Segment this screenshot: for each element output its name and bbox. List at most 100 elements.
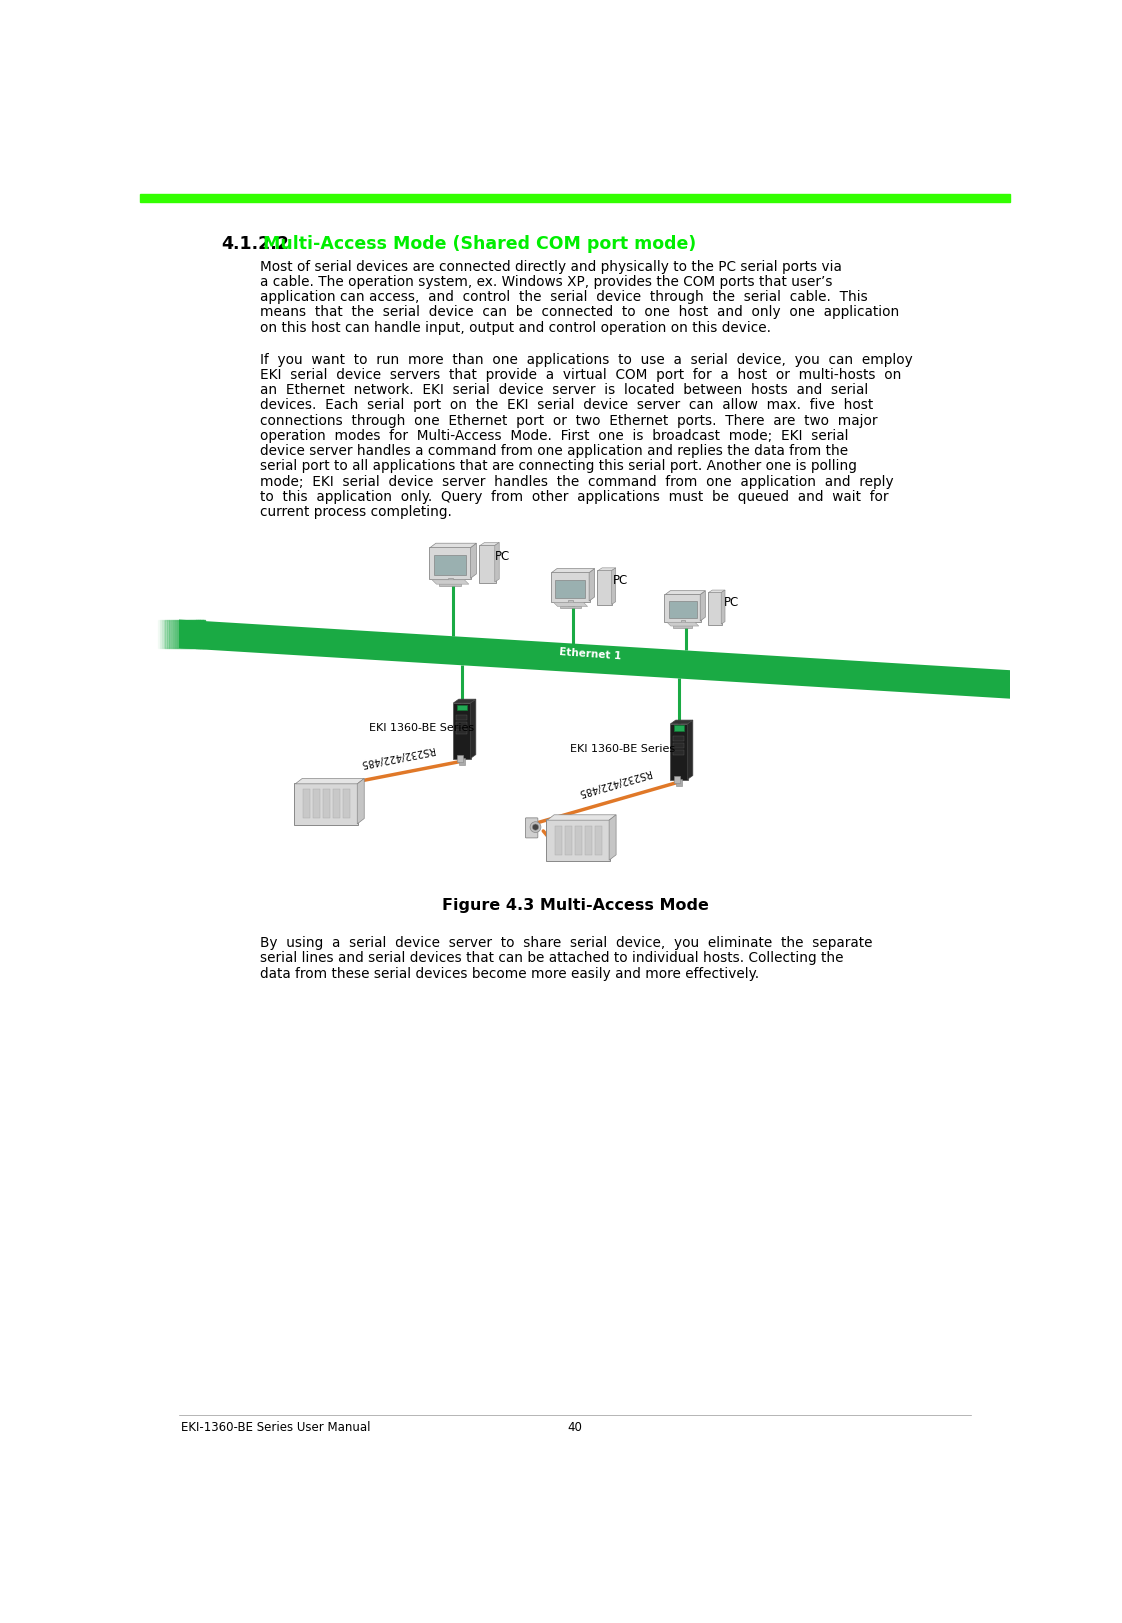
Text: an  Ethernet  network.  EKI  serial  device  server  is  located  between  hosts: an Ethernet network. EKI serial device s… (260, 383, 868, 398)
Text: to  this  application  only.  Query  from  other  applications  must  be  queued: to this application only. Query from oth… (260, 490, 889, 503)
Text: RS232/422/485: RS232/422/485 (577, 766, 652, 797)
Bar (585, 826, 591, 855)
Polygon shape (670, 721, 692, 724)
Polygon shape (708, 591, 725, 592)
Polygon shape (453, 700, 476, 703)
Text: PC: PC (613, 573, 628, 586)
Bar (673, 743, 684, 748)
Bar (674, 725, 683, 732)
Polygon shape (598, 568, 616, 571)
Text: 40: 40 (568, 1420, 582, 1433)
Bar (202, 620, 205, 649)
FancyBboxPatch shape (597, 570, 613, 605)
Bar (158, 620, 160, 649)
Bar (434, 557, 467, 576)
Text: Ethernet 1: Ethernet 1 (559, 646, 622, 661)
Text: 4.1.2.2: 4.1.2.2 (222, 235, 289, 253)
Bar (201, 620, 203, 649)
FancyBboxPatch shape (453, 703, 471, 760)
Bar (673, 626, 692, 628)
Bar (164, 620, 166, 649)
Bar (193, 620, 195, 649)
Text: operation  modes  for  Multi-Access  Mode.  First  one  is  broadcast  mode;  EK: operation modes for Multi-Access Mode. F… (260, 428, 849, 443)
Bar (180, 620, 182, 649)
Bar (313, 790, 320, 818)
Bar (669, 602, 697, 618)
Bar (333, 790, 340, 818)
Bar (181, 620, 184, 649)
Polygon shape (430, 544, 477, 549)
Text: device server handles a command from one application and replies the data from t: device server handles a command from one… (260, 445, 848, 458)
Circle shape (533, 824, 539, 831)
Text: data from these serial devices become more easily and more effectively.: data from these serial devices become mo… (260, 966, 760, 980)
Bar (560, 607, 580, 609)
Bar (194, 620, 197, 649)
Bar (595, 826, 601, 855)
Polygon shape (548, 815, 616, 821)
Polygon shape (553, 604, 588, 607)
Bar (458, 755, 462, 763)
FancyBboxPatch shape (294, 784, 358, 824)
FancyBboxPatch shape (664, 594, 701, 622)
Text: connections  through  one  Ethernet  port  or  two  Ethernet  ports.  There  are: connections through one Ethernet port or… (260, 414, 877, 427)
Polygon shape (470, 544, 477, 579)
Polygon shape (721, 591, 725, 625)
Polygon shape (357, 779, 365, 824)
Bar (159, 620, 163, 649)
Bar (196, 620, 200, 649)
Text: Most of serial devices are connected directly and physically to the PC serial po: Most of serial devices are connected dir… (260, 260, 843, 273)
Polygon shape (432, 581, 469, 584)
Bar (439, 584, 461, 588)
Bar (165, 620, 168, 649)
Bar (674, 776, 680, 784)
Polygon shape (700, 591, 706, 622)
Bar (457, 716, 467, 721)
Bar (564, 826, 571, 855)
Text: EKI-1360-BE Series User Manual: EKI-1360-BE Series User Manual (181, 1420, 370, 1433)
Text: PC: PC (495, 549, 511, 563)
Polygon shape (589, 570, 595, 602)
Text: If  you  want  to  run  more  than  one  applications  to  use  a  serial  devic: If you want to run more than one applica… (260, 352, 913, 367)
FancyBboxPatch shape (430, 547, 471, 579)
Bar (199, 620, 202, 649)
Bar (191, 620, 194, 649)
FancyBboxPatch shape (708, 592, 721, 625)
Text: devices.  Each  serial  port  on  the  EKI  serial  device  server  can  allow  : devices. Each serial port on the EKI ser… (260, 398, 874, 412)
Bar (681, 622, 684, 626)
Bar (188, 620, 192, 649)
FancyBboxPatch shape (551, 573, 590, 602)
Polygon shape (180, 620, 1026, 700)
Bar (185, 620, 187, 649)
Bar (555, 581, 586, 599)
Polygon shape (470, 700, 476, 760)
Polygon shape (611, 568, 616, 605)
Bar (568, 601, 572, 607)
Circle shape (530, 823, 541, 833)
Text: Figure 4.3 Multi-Access Mode: Figure 4.3 Multi-Access Mode (442, 898, 708, 912)
Bar (167, 620, 171, 649)
Text: on this host can handle input, output and control operation on this device.: on this host can handle input, output an… (260, 320, 772, 334)
Polygon shape (609, 815, 616, 860)
Text: PC: PC (724, 596, 739, 609)
Bar (186, 620, 190, 649)
Polygon shape (666, 623, 699, 626)
FancyBboxPatch shape (546, 820, 610, 862)
Polygon shape (480, 544, 499, 545)
Bar (448, 578, 453, 584)
Bar (175, 620, 178, 649)
Polygon shape (295, 779, 365, 784)
Text: a cable. The operation system, ex. Windows XP, provides the COM ports that user’: a cable. The operation system, ex. Windo… (260, 274, 833, 289)
Bar (458, 704, 467, 711)
FancyBboxPatch shape (479, 545, 496, 583)
Bar (156, 620, 159, 649)
Bar (140, 195, 1010, 203)
Text: serial lines and serial devices that can be attached to individual hosts. Collec: serial lines and serial devices that can… (260, 951, 844, 966)
Bar (177, 620, 181, 649)
FancyBboxPatch shape (670, 724, 688, 781)
Bar (673, 751, 684, 755)
Text: EKI  serial  device  servers  that  provide  a  virtual  COM  port  for  a  host: EKI serial device servers that provide a… (260, 368, 902, 381)
Text: By  using  a  serial  device  server  to  share  serial  device,  you  eliminate: By using a serial device server to share… (260, 936, 873, 949)
Text: serial port to all applications that are connecting this serial port. Another on: serial port to all applications that are… (260, 459, 857, 474)
Bar (675, 779, 682, 786)
Text: means  that  the  serial  device  can  be  connected  to  one  host  and  only  : means that the serial device can be conn… (260, 305, 900, 320)
